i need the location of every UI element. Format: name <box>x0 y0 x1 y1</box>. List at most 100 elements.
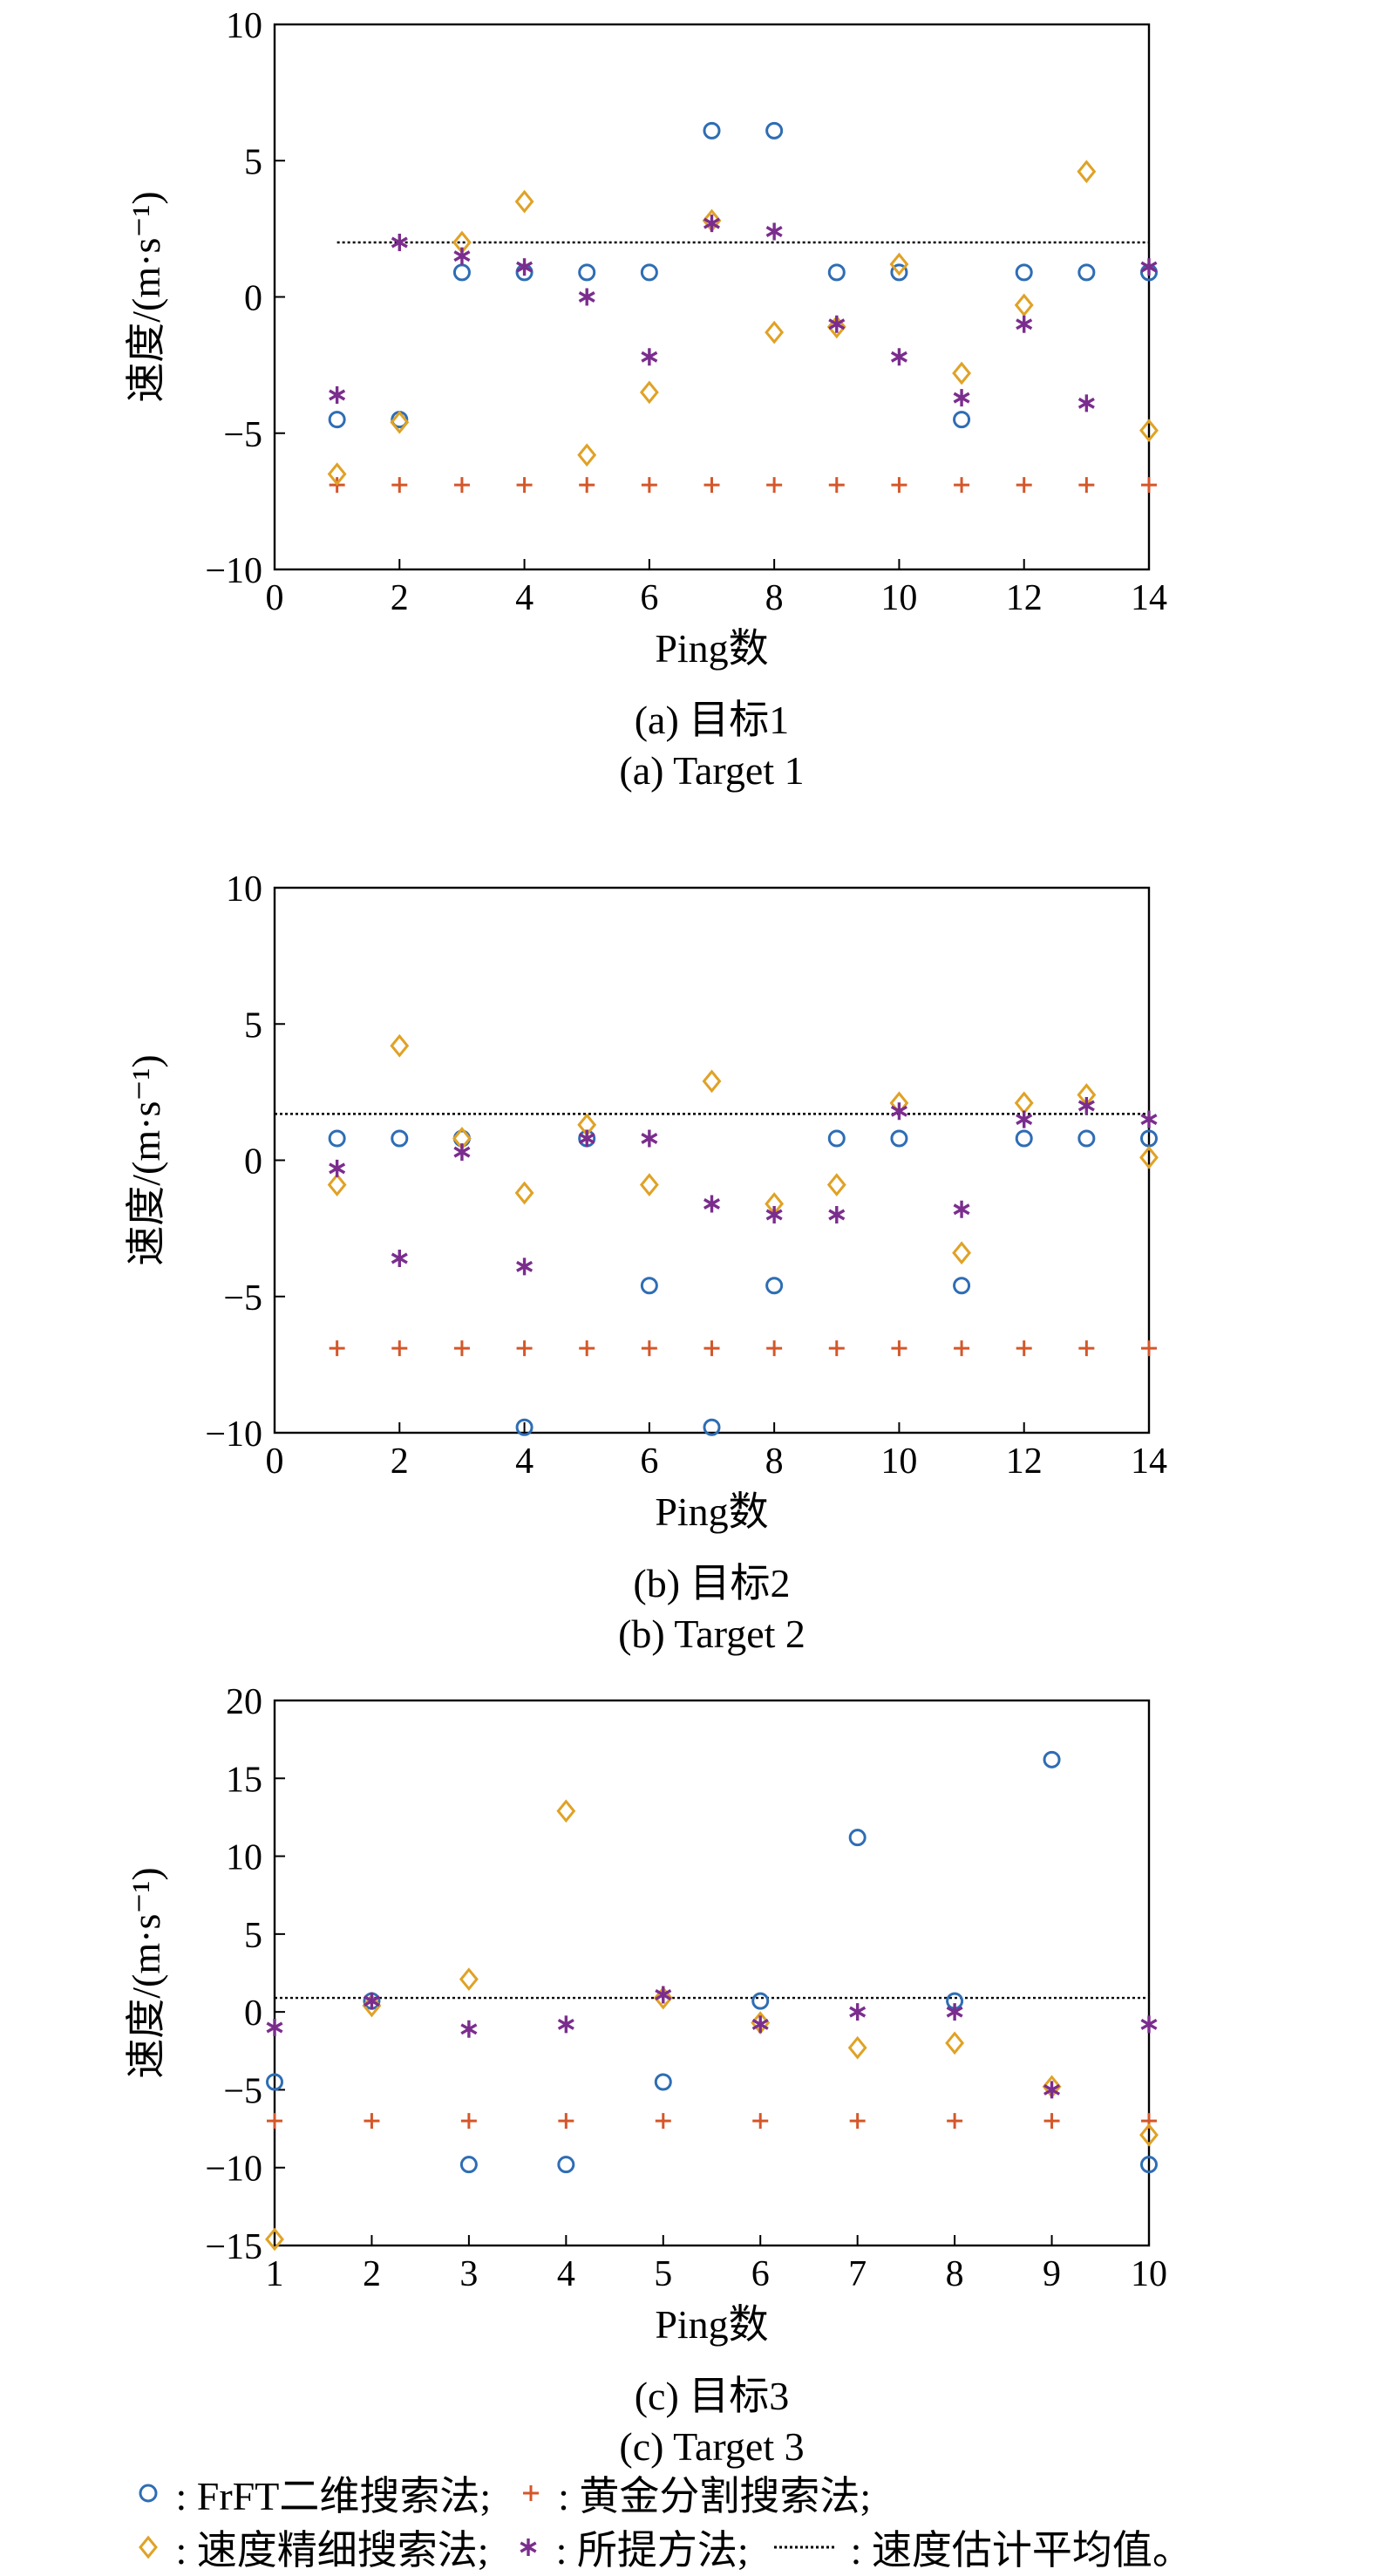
y-tick-label: 20 <box>226 1682 262 1722</box>
golden-section-point <box>391 1340 408 1357</box>
caption-en: (a) Target 1 <box>619 748 804 793</box>
fine-search-point <box>639 380 659 405</box>
y-tick-label: −5 <box>223 415 262 455</box>
fine-search-point <box>1139 2123 1159 2147</box>
golden-section-point <box>752 2113 769 2130</box>
fine-search-point <box>390 410 410 434</box>
y-tick-label: 5 <box>244 1005 262 1046</box>
x-tick-label: 4 <box>515 1441 534 1482</box>
legend-plus-marker <box>522 2485 539 2501</box>
proposed-method-point <box>363 1992 380 2010</box>
golden-section-point <box>579 477 595 494</box>
golden-section-point <box>891 477 907 494</box>
proposed-method-point <box>849 2003 867 2021</box>
fine-search-point <box>556 1799 576 1823</box>
y-axis-label: 速度/(m·s⁻¹) <box>124 1054 168 1266</box>
golden-section-point <box>391 477 408 494</box>
golden-section-point <box>558 2113 574 2130</box>
fine-search-point <box>889 252 909 276</box>
caption-en: (b) Target 2 <box>618 1612 805 1656</box>
x-tick-label: 4 <box>557 2254 575 2294</box>
x-tick-label: 6 <box>640 578 658 618</box>
chart-panel-3: 1 2 3 4 5 6 7 8 9 10 −15 −10 −5 0 5 10 15 20 Ping数 速度/(m·s⁻… <box>124 1682 1167 2469</box>
golden-section-point <box>516 1340 533 1357</box>
legend-row-2: : 速度精细搜索法; : 所提方法; : 速度估计平均值。 <box>131 2518 1193 2576</box>
fine-search-point <box>847 2035 867 2060</box>
frft-point <box>452 263 471 282</box>
legend-mean-line <box>774 2545 838 2549</box>
fine-search-point <box>459 1967 479 1992</box>
proposed-method-point <box>828 1206 846 1223</box>
fine-search-point <box>826 1173 846 1196</box>
golden-section-point <box>453 1340 470 1357</box>
fine-search-point <box>945 2031 965 2055</box>
golden-section-point <box>947 2113 963 2130</box>
frft-point <box>848 1829 867 1847</box>
proposed-method-point <box>578 1129 595 1148</box>
y-tick-label: −10 <box>205 551 262 591</box>
frft-point <box>557 2156 575 2174</box>
frft-point <box>751 1992 770 2010</box>
proposed-method-point <box>1016 1110 1033 1128</box>
golden-section-point <box>1141 1340 1157 1357</box>
x-tick-label: 3 <box>459 2254 478 2294</box>
golden-section-point <box>641 477 657 494</box>
proposed-method-point <box>578 288 595 306</box>
x-tick-label: 1 <box>266 2254 284 2294</box>
golden-section-point <box>1078 1340 1095 1357</box>
proposed-method-point <box>751 2015 769 2034</box>
fine-search-point <box>765 320 785 344</box>
proposed-method-point <box>703 1195 721 1213</box>
golden-section-point <box>267 2113 282 2130</box>
proposed-method-point <box>641 1129 658 1148</box>
x-tick-label: 0 <box>266 1441 284 1482</box>
golden-section-point <box>329 1340 345 1357</box>
golden-section-point <box>655 2113 671 2130</box>
proposed-method-point <box>1077 1097 1095 1114</box>
proposed-method-point <box>655 1986 672 2004</box>
y-tick-label: 10 <box>226 1838 262 1878</box>
fine-search-point <box>514 1181 534 1205</box>
frft-point <box>703 121 721 140</box>
x-tick-label: 6 <box>640 1441 658 1482</box>
golden-section-point <box>954 477 970 494</box>
proposed-method-point <box>453 1143 471 1162</box>
fine-search-point <box>952 1241 972 1265</box>
proposed-method-point <box>890 348 907 366</box>
proposed-method-point <box>953 1200 970 1218</box>
golden-section-point <box>1078 477 1095 494</box>
y-tick-label: −5 <box>223 2071 262 2111</box>
frft-point <box>953 411 971 429</box>
golden-section-point <box>579 1340 595 1357</box>
legend-asterisk-marker <box>520 2539 537 2556</box>
proposed-method-point <box>516 258 534 276</box>
x-tick-label: 10 <box>880 578 917 618</box>
frft-point <box>1140 2156 1158 2174</box>
x-tick-label: 12 <box>1006 578 1043 618</box>
x-tick-label: 10 <box>1131 2254 1167 2294</box>
frft-point <box>827 263 846 282</box>
proposed-method-point <box>1140 2015 1158 2034</box>
frft-point <box>890 263 908 282</box>
x-tick-label: 0 <box>266 578 284 618</box>
fine-search-point <box>1139 419 1159 442</box>
golden-section-point <box>849 2113 866 2130</box>
x-tick-label: 12 <box>1006 1441 1043 1482</box>
proposed-method-point <box>765 1206 783 1223</box>
proposed-method-point <box>1016 315 1033 333</box>
frft-point <box>765 121 784 140</box>
proposed-method-point <box>453 247 471 265</box>
proposed-method-point <box>329 386 346 404</box>
frft-point <box>890 1129 908 1148</box>
caption-en: (c) Target 3 <box>619 2424 804 2469</box>
fine-search-point <box>639 1173 659 1196</box>
golden-section-point <box>828 477 845 494</box>
frft-point <box>391 1129 409 1148</box>
x-tick-label: 10 <box>880 1441 917 1482</box>
frft-point <box>640 263 658 282</box>
legend-frft-label: : FrFT二维搜索法; <box>175 2474 492 2518</box>
frft-point <box>459 2156 478 2174</box>
golden-section-point <box>1141 477 1157 494</box>
golden-section-point <box>641 1340 657 1357</box>
chart-panel-1: 0 2 4 6 8 10 12 14 −10 −5 0 5 10 Ping数 速度/(m·s⁻¹) (a) 目… <box>124 6 1167 793</box>
